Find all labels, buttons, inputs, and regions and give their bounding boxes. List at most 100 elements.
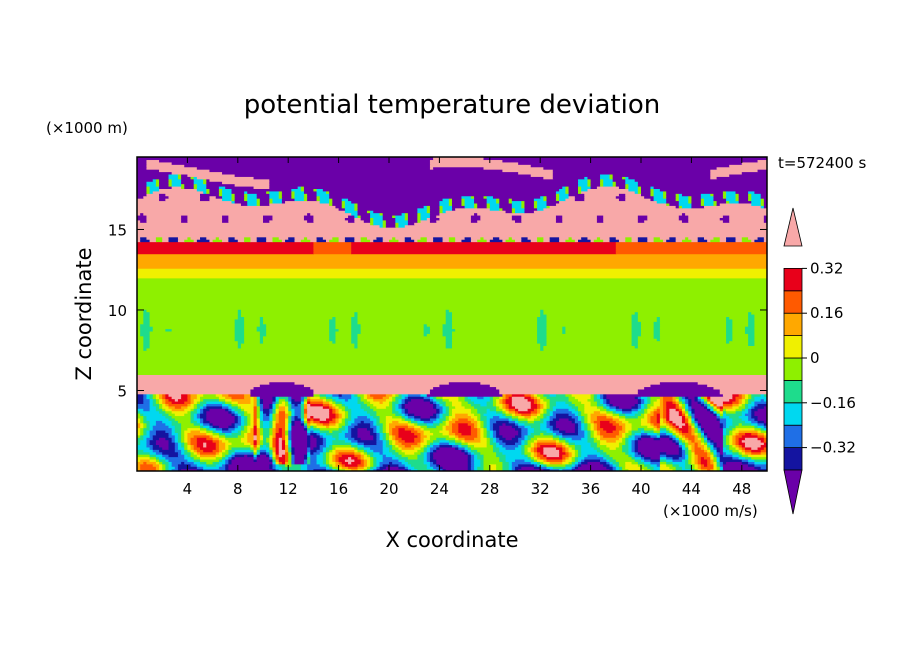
contour-cell bbox=[275, 396, 280, 400]
contour-cell bbox=[237, 340, 245, 344]
contour-cell bbox=[143, 340, 151, 344]
contour-cell bbox=[587, 454, 598, 458]
contour-cell bbox=[751, 202, 762, 206]
contour-cell bbox=[486, 239, 491, 243]
contour-cell bbox=[707, 405, 711, 409]
contour-cell bbox=[240, 422, 245, 426]
contour-cell bbox=[165, 458, 170, 462]
contour-cell bbox=[518, 468, 544, 471]
contour-cell bbox=[515, 408, 519, 412]
contour-cell bbox=[757, 434, 765, 438]
contour-cell bbox=[228, 393, 245, 397]
contour-cell bbox=[272, 420, 277, 424]
contour-cell bbox=[407, 420, 412, 424]
contour-cell bbox=[700, 458, 708, 462]
contour-cell bbox=[470, 446, 494, 450]
contour-cell bbox=[247, 200, 258, 204]
contour-cell bbox=[149, 405, 157, 409]
contour-cell bbox=[181, 173, 188, 177]
contour-cell bbox=[600, 439, 607, 443]
contour-cell bbox=[385, 429, 390, 433]
contour-cell bbox=[647, 214, 680, 218]
contour-cell bbox=[492, 432, 497, 436]
contour-cell bbox=[659, 408, 664, 412]
contour-cell bbox=[196, 166, 431, 170]
contour-cell bbox=[754, 239, 765, 243]
contour-cell bbox=[294, 449, 308, 453]
contour-cell bbox=[622, 444, 629, 448]
contour-cell bbox=[376, 427, 381, 431]
contour-cell bbox=[612, 413, 620, 417]
contour-cell bbox=[628, 444, 633, 448]
contour-cell bbox=[187, 446, 192, 450]
contour-cell bbox=[307, 212, 311, 216]
contour-cell bbox=[310, 437, 318, 441]
contour-cell bbox=[549, 427, 554, 431]
contour-cell bbox=[634, 439, 639, 443]
contour-cell bbox=[615, 241, 767, 245]
contour-cell bbox=[606, 405, 611, 409]
contour-cell bbox=[659, 463, 667, 467]
contour-cell bbox=[335, 446, 355, 450]
contour-cell bbox=[678, 202, 692, 206]
contour-cell bbox=[726, 442, 730, 446]
contour-cell bbox=[518, 410, 532, 414]
contour-cell bbox=[716, 468, 721, 471]
contour-cell bbox=[140, 468, 157, 471]
contour-cell bbox=[137, 231, 767, 235]
contour-cell bbox=[458, 417, 469, 421]
contour-cell bbox=[348, 466, 359, 470]
contour-cell bbox=[168, 239, 179, 243]
contour-cell bbox=[685, 456, 689, 460]
contour-cell bbox=[404, 403, 434, 407]
contour-cell bbox=[546, 318, 633, 322]
contour-cell bbox=[146, 236, 157, 240]
contour-cell bbox=[278, 190, 283, 194]
contour-cell bbox=[458, 427, 472, 431]
contour-cell bbox=[137, 301, 767, 305]
contour-cell bbox=[524, 210, 535, 214]
contour-cell bbox=[357, 393, 365, 397]
contour-cell bbox=[263, 338, 330, 342]
contour-cell bbox=[587, 429, 592, 433]
contour-cell bbox=[704, 236, 715, 240]
contour-cell bbox=[524, 425, 532, 429]
contour-cell bbox=[467, 454, 472, 458]
contour-cell bbox=[237, 314, 242, 318]
contour-cell bbox=[244, 333, 261, 337]
contour-cell bbox=[244, 425, 248, 429]
contour-cell bbox=[193, 461, 201, 465]
contour-cell bbox=[162, 468, 166, 471]
contour-cell bbox=[546, 466, 554, 470]
contour-cell bbox=[140, 458, 151, 462]
contour-cell bbox=[590, 185, 598, 189]
contour-cell bbox=[417, 442, 422, 446]
contour-cell bbox=[697, 461, 702, 465]
contour-cell bbox=[244, 335, 261, 339]
contour-cell bbox=[426, 458, 431, 462]
contour-cell bbox=[540, 410, 544, 414]
contour-cell bbox=[146, 437, 154, 441]
contour-cell bbox=[335, 405, 340, 409]
contour-cell bbox=[184, 239, 195, 243]
contour-cell bbox=[222, 190, 233, 194]
contour-cell bbox=[581, 427, 585, 431]
contour-cell bbox=[168, 398, 176, 402]
contour-cell bbox=[637, 444, 680, 448]
contour-cell bbox=[137, 159, 148, 163]
contour-cell bbox=[704, 429, 724, 433]
contour-cell bbox=[634, 451, 639, 455]
contour-cell bbox=[656, 200, 667, 204]
contour-cell bbox=[177, 236, 188, 240]
contour-cell bbox=[688, 444, 692, 448]
contour-cell bbox=[253, 446, 258, 450]
contour-cell bbox=[663, 193, 667, 197]
contour-cell bbox=[225, 468, 229, 471]
contour-cell bbox=[609, 420, 617, 424]
contour-cell bbox=[420, 444, 425, 448]
contour-cell bbox=[448, 432, 456, 436]
contour-cell bbox=[511, 207, 516, 211]
contour-cell bbox=[688, 214, 724, 218]
contour-cell bbox=[584, 408, 601, 412]
contour-cell bbox=[515, 420, 519, 424]
